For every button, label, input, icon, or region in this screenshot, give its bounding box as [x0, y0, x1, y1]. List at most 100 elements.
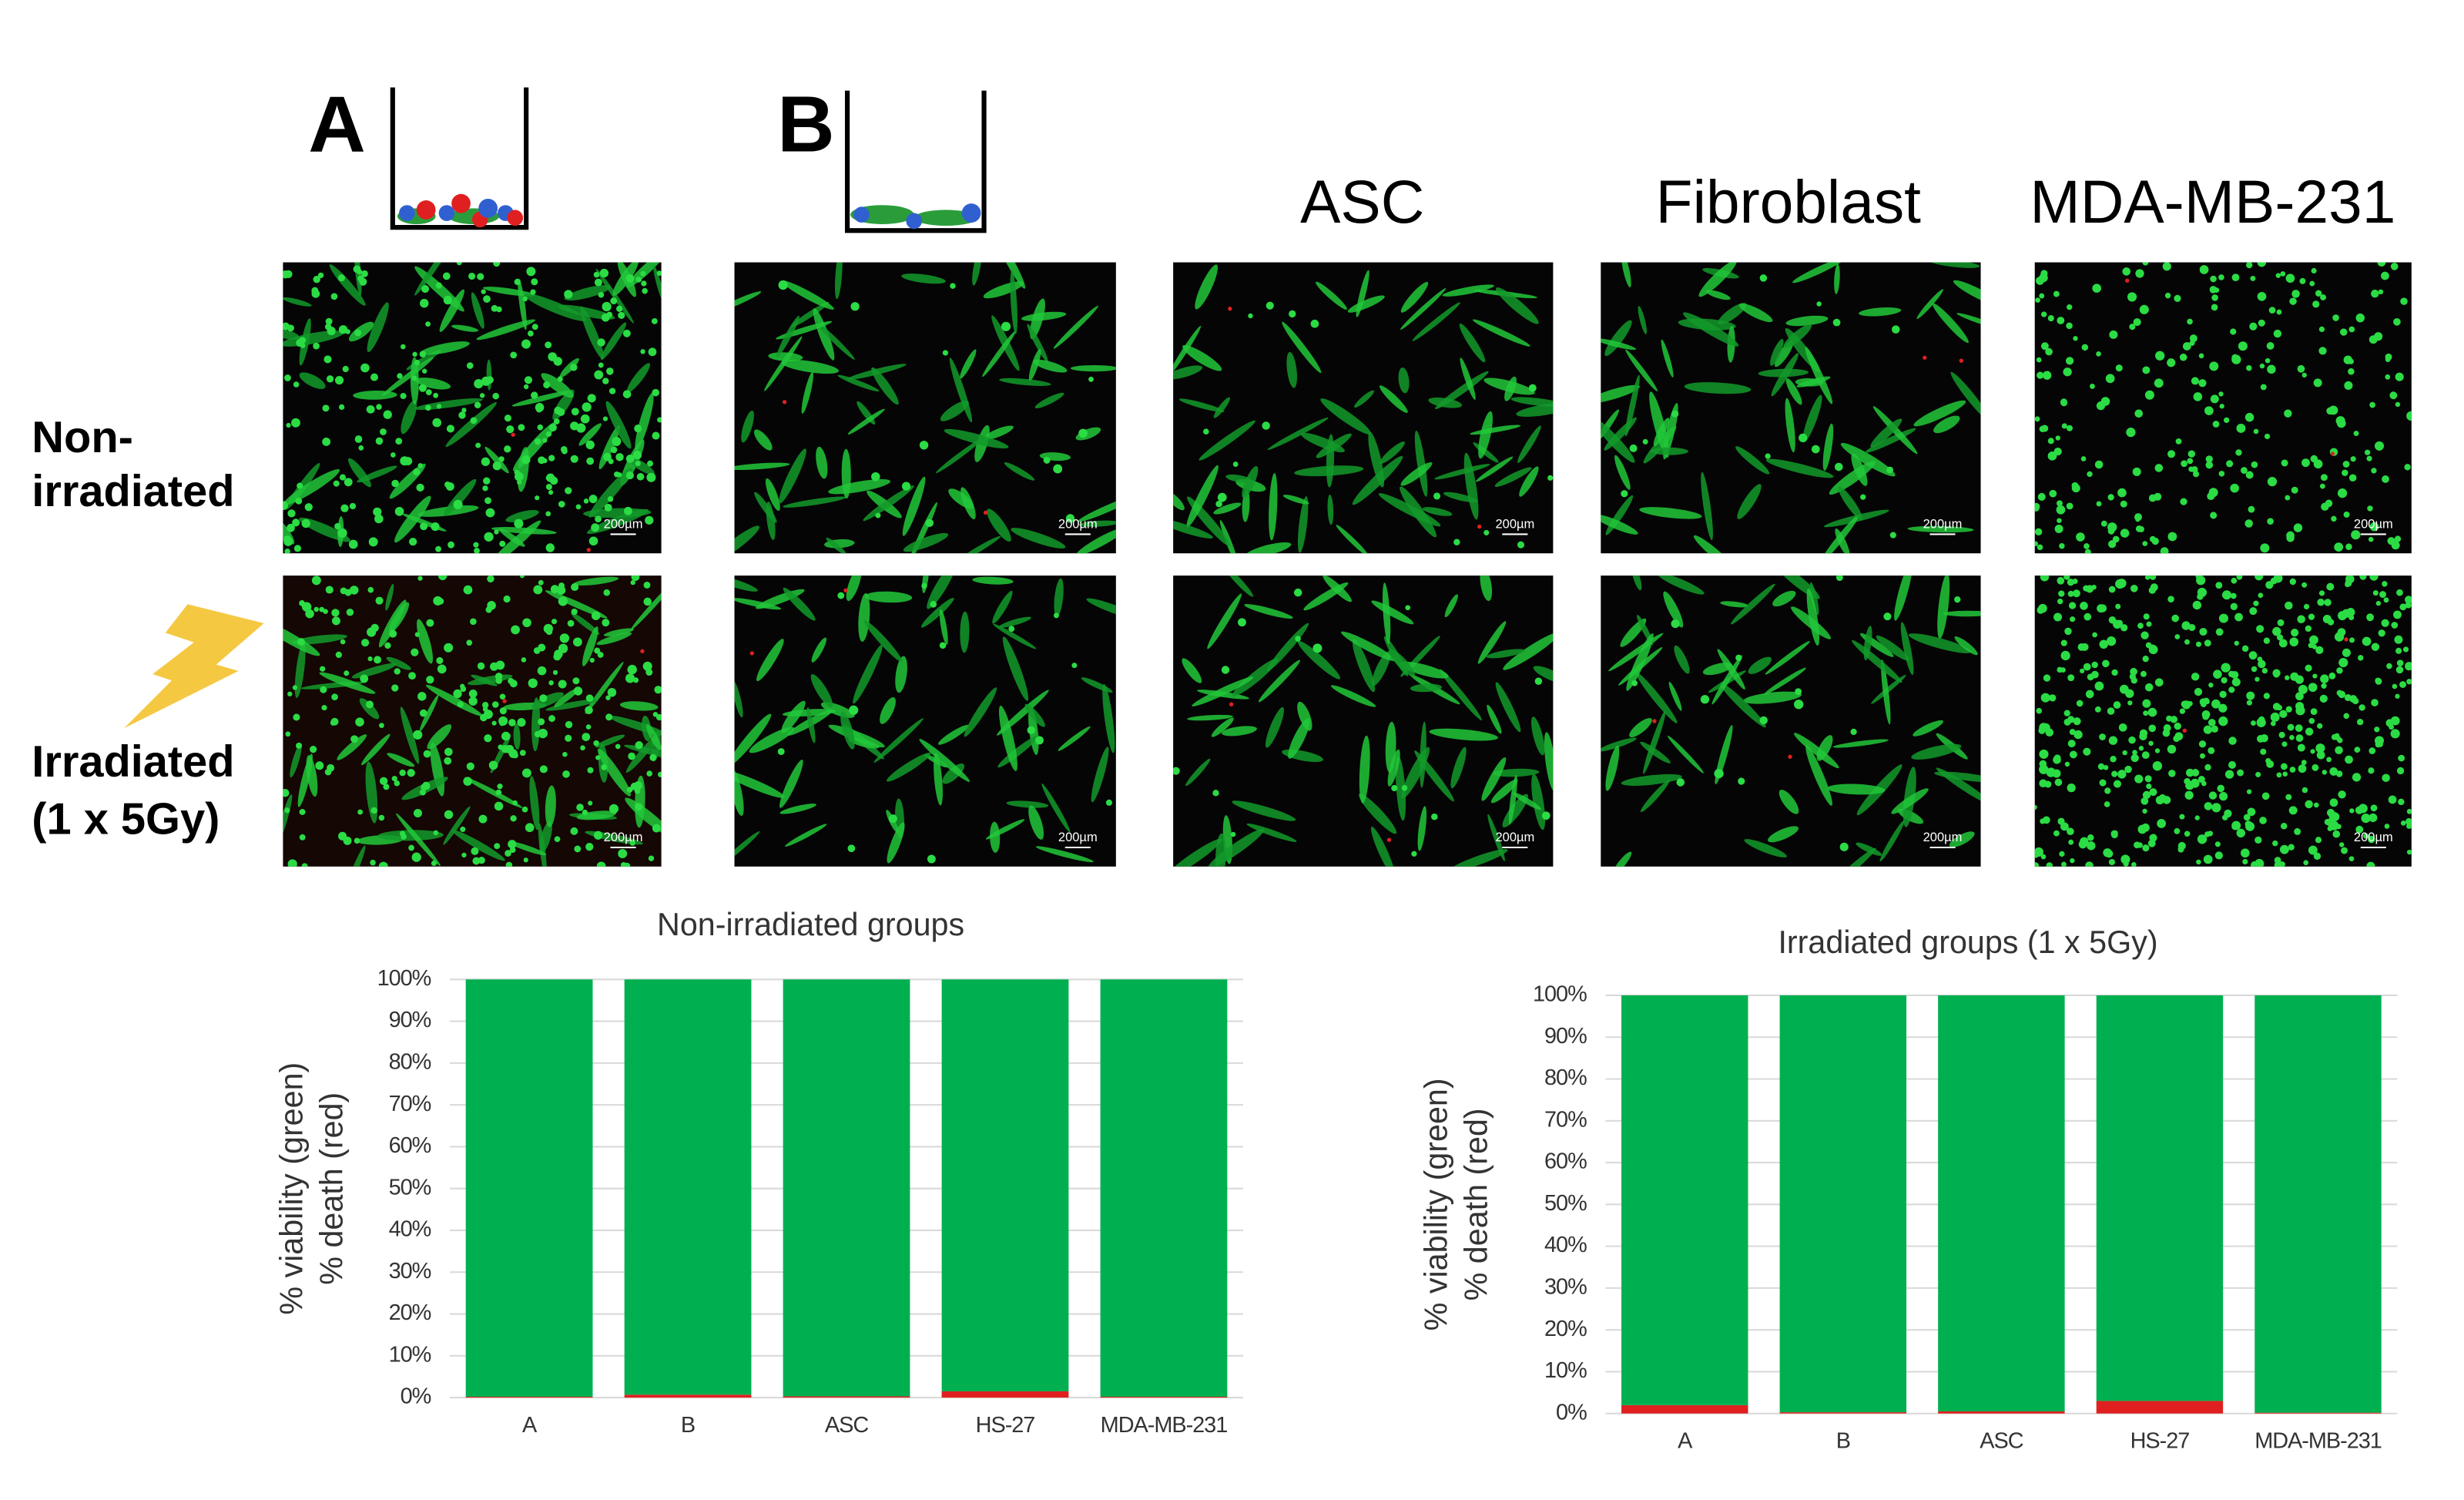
- cell: [1396, 756, 1406, 821]
- cell: [2084, 612, 2092, 621]
- cell: [375, 596, 384, 605]
- cell: [652, 431, 660, 440]
- cell: [2210, 512, 2218, 519]
- cell: [2231, 577, 2238, 584]
- scale-bar-label: 200µm: [1495, 517, 1534, 531]
- cell: [2246, 691, 2255, 700]
- cell: [2372, 590, 2379, 596]
- cell: [2057, 317, 2065, 324]
- cell: [1620, 618, 1647, 647]
- cell: [347, 845, 366, 867]
- cell: [2336, 418, 2346, 428]
- cell: [2049, 489, 2057, 498]
- cell: [587, 767, 594, 773]
- cell: [1330, 685, 1376, 707]
- cell: [1601, 384, 1640, 404]
- cell: [1881, 659, 1891, 725]
- cell: [479, 393, 485, 398]
- cell: [1028, 348, 1041, 381]
- cell: [2230, 483, 2239, 493]
- cell: [299, 372, 326, 389]
- cell: [519, 576, 525, 579]
- cells: [2034, 576, 2412, 867]
- cell: [901, 273, 946, 284]
- cell: [2329, 767, 2338, 776]
- cell: [558, 596, 568, 606]
- cell: [2251, 720, 2256, 727]
- cell: [2061, 423, 2067, 429]
- cell: [734, 598, 782, 610]
- cell: [2355, 806, 2364, 814]
- cell: [1494, 467, 1532, 487]
- cell: [2091, 661, 2098, 669]
- cell: [2061, 861, 2067, 867]
- cell: [615, 743, 621, 750]
- cell: [2386, 663, 2392, 669]
- micrograph-background: [1601, 576, 1981, 867]
- cell: [2151, 537, 2159, 545]
- cell: [2167, 744, 2177, 754]
- x-tick-label: B: [1836, 1429, 1850, 1454]
- cell: [2037, 492, 2046, 501]
- dead-cell: [843, 588, 848, 592]
- cell: [585, 706, 593, 715]
- cell: [2199, 627, 2208, 636]
- cell: [499, 540, 506, 547]
- cell: [313, 275, 320, 284]
- cell: [2162, 262, 2171, 271]
- cell: [548, 680, 554, 686]
- cell: [2263, 693, 2270, 700]
- cell: [594, 278, 602, 287]
- cell: [618, 848, 628, 858]
- cell: [512, 752, 518, 759]
- cell: [378, 861, 388, 867]
- cell: [1211, 717, 1234, 737]
- cell: [301, 518, 310, 529]
- cell: [474, 401, 481, 409]
- cell: [299, 600, 305, 606]
- cell: [390, 452, 396, 458]
- cell: [535, 406, 542, 413]
- scale-bar-label: 200µm: [1058, 831, 1098, 844]
- cell: [2245, 471, 2254, 479]
- cell: [431, 522, 440, 532]
- cell: [545, 431, 552, 438]
- cell: [1398, 367, 1410, 394]
- cell: [1503, 632, 1554, 670]
- cell: [1483, 529, 1490, 535]
- dead-cell: [983, 510, 988, 515]
- cell: [598, 291, 605, 298]
- cell: [580, 414, 590, 424]
- scale-bar-label: 200µm: [604, 517, 643, 531]
- cell: [2167, 358, 2176, 367]
- y-tick-label: 40%: [389, 1217, 431, 1242]
- cell: [1771, 353, 1799, 397]
- cells: [2034, 262, 2412, 554]
- cell: [2142, 262, 2149, 266]
- cell: [2140, 670, 2147, 677]
- cell: [325, 317, 333, 325]
- cell: [293, 545, 302, 552]
- cell: [741, 410, 754, 443]
- cell: [548, 423, 557, 432]
- cell: [2081, 344, 2089, 351]
- cell: [2221, 676, 2228, 684]
- y-tick-label: 10%: [1544, 1358, 1587, 1383]
- y-tick-label: 70%: [389, 1092, 431, 1116]
- cell: [1768, 826, 1799, 843]
- cell: [420, 341, 470, 355]
- cell: [2311, 267, 2317, 273]
- cell: [850, 302, 860, 311]
- cell: [642, 287, 649, 294]
- cell: [1834, 462, 1843, 471]
- cell: [779, 760, 803, 808]
- cell: [1737, 484, 1762, 519]
- cell: [417, 576, 423, 581]
- cell: [510, 351, 518, 359]
- cell: [1186, 465, 1219, 528]
- cell: [2395, 647, 2402, 654]
- cell: [599, 268, 609, 278]
- cell: [2056, 505, 2066, 515]
- cell: [605, 401, 632, 449]
- cell: [461, 408, 467, 413]
